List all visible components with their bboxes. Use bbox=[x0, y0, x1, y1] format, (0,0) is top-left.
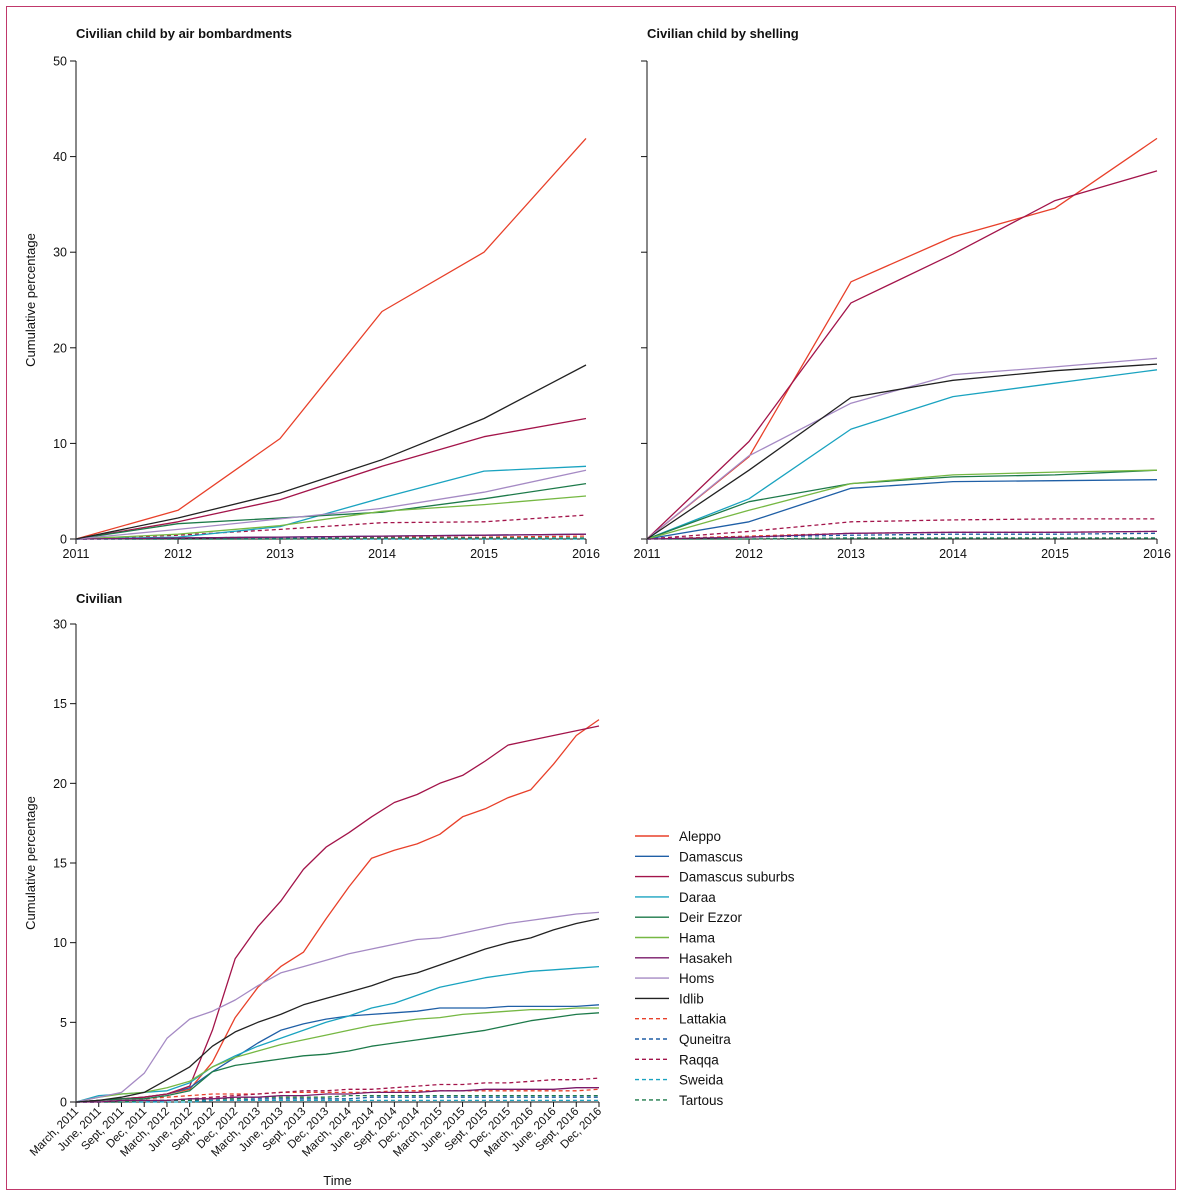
x-tick-label: 2014 bbox=[939, 547, 967, 561]
x-tick-label: 2012 bbox=[735, 547, 763, 561]
y-tick-label: 10 bbox=[53, 936, 67, 950]
legend-item-damascus: Damascus bbox=[635, 849, 743, 864]
y-axis-label: Cumulative percentage bbox=[23, 233, 38, 367]
legend-label: Homs bbox=[679, 971, 715, 986]
x-tick-label: 2013 bbox=[266, 547, 294, 561]
series-line-hama bbox=[75, 495, 587, 540]
series-line-damascus-suburbs bbox=[75, 725, 600, 1103]
y-tick-label: 0 bbox=[60, 533, 67, 547]
series-line-deir-ezzor bbox=[646, 469, 1158, 540]
y-tick-label: 20 bbox=[53, 341, 67, 355]
legend-label: Aleppo bbox=[679, 829, 721, 844]
x-tick-label: 2011 bbox=[63, 547, 90, 561]
x-tick-label: 2016 bbox=[572, 547, 600, 561]
y-tick-label: 0 bbox=[60, 1096, 67, 1110]
chart-title: Civilian child by air bombardments bbox=[76, 26, 292, 41]
series-line-deir-ezzor bbox=[75, 1012, 600, 1103]
y-tick-label: 30 bbox=[53, 618, 67, 632]
series-line-damascus-suburbs bbox=[646, 170, 1158, 540]
legend-label: Hama bbox=[679, 931, 716, 946]
legend-label: Lattakia bbox=[679, 1012, 727, 1027]
legend-item-deir-ezzor: Deir Ezzor bbox=[635, 910, 743, 925]
x-tick-label: 2014 bbox=[368, 547, 396, 561]
legend-item-aleppo: Aleppo bbox=[635, 829, 721, 844]
series-line-hasakeh bbox=[646, 530, 1158, 540]
legend: Aleppo Damascus Damascus suburbs Daraa Deir … bbox=[635, 829, 795, 1108]
x-tick-label: 2011 bbox=[634, 547, 661, 561]
series-line-hama bbox=[646, 469, 1158, 540]
y-tick-label: 40 bbox=[53, 150, 67, 164]
y-tick-label: 20 bbox=[53, 777, 67, 791]
chart-panel-civilian-child-by-shelling: Civilian child by shelling 2011 2012 2013 20… bbox=[634, 26, 1171, 561]
y-tick-label: 15 bbox=[53, 697, 67, 711]
legend-item-raqqa: Raqqa bbox=[635, 1052, 719, 1067]
series-line-sweida bbox=[76, 1099, 599, 1103]
y-tick-label: 30 bbox=[53, 246, 67, 260]
legend-item-daraa: Daraa bbox=[635, 890, 716, 905]
x-axis-label: Time bbox=[323, 1173, 351, 1188]
legend-item-tartous: Tartous bbox=[635, 1093, 724, 1108]
series-line-deir-ezzor bbox=[75, 482, 587, 540]
legend-label: Deir Ezzor bbox=[679, 910, 743, 925]
y-tick-label: 15 bbox=[53, 857, 67, 871]
series-line-hasakeh bbox=[75, 533, 587, 540]
series-line-homs bbox=[646, 357, 1158, 540]
series-line-daraa bbox=[75, 465, 587, 540]
legend-label: Damascus bbox=[679, 849, 743, 864]
chart-title: Civilian bbox=[76, 591, 122, 606]
series-line-hama bbox=[75, 1007, 599, 1103]
y-tick-label: 10 bbox=[53, 437, 67, 451]
x-tick-label: 2015 bbox=[470, 547, 498, 561]
legend-item-sweida: Sweida bbox=[635, 1073, 724, 1088]
legend-label: Tartous bbox=[679, 1093, 724, 1108]
legend-item-hama: Hama bbox=[635, 931, 716, 946]
series-line-tartous bbox=[647, 537, 1157, 540]
y-tick-label: 5 bbox=[60, 1016, 67, 1030]
series-line-daraa bbox=[646, 369, 1158, 540]
legend-item-hasakeh: Hasakeh bbox=[635, 951, 732, 966]
series-line-homs bbox=[75, 911, 600, 1103]
legend-label: Hasakeh bbox=[679, 951, 732, 966]
figure-frame bbox=[6, 6, 1176, 1190]
legend-label: Quneitra bbox=[679, 1032, 731, 1047]
series-line-aleppo bbox=[75, 719, 600, 1103]
legend-item-idlib: Idlib bbox=[635, 991, 704, 1006]
chart-panel-civilian-child-by-air-bombardments: Civilian child by air bombardments 0 10 20 3… bbox=[23, 26, 600, 561]
legend-label: Raqqa bbox=[679, 1052, 719, 1067]
series-line-tartous bbox=[76, 537, 586, 540]
legend-item-quneitra: Quneitra bbox=[635, 1032, 731, 1047]
series-line-daraa bbox=[75, 965, 600, 1103]
legend-label: Sweida bbox=[679, 1073, 724, 1088]
series-line-damascus bbox=[646, 479, 1158, 540]
series-line-hasakeh bbox=[76, 1087, 599, 1103]
x-tick-label: 2013 bbox=[837, 547, 865, 561]
legend-label: Damascus suburbs bbox=[679, 870, 795, 885]
x-tick-label: 2012 bbox=[164, 547, 192, 561]
y-tick-label: 50 bbox=[53, 55, 67, 69]
y-axis-label: Cumulative percentage bbox=[23, 796, 38, 930]
series-line-raqqa bbox=[75, 514, 587, 540]
series-line-lattakia bbox=[75, 1088, 600, 1103]
legend-item-homs: Homs bbox=[635, 971, 715, 986]
series-line-idlib bbox=[75, 918, 600, 1103]
legend-label: Idlib bbox=[679, 991, 704, 1006]
x-tick-label: 2015 bbox=[1041, 547, 1069, 561]
legend-label: Daraa bbox=[679, 890, 716, 905]
series-line-aleppo bbox=[75, 137, 587, 540]
series-line-raqqa bbox=[646, 518, 1157, 540]
series-line-damascus-suburbs bbox=[75, 417, 587, 540]
chart-title: Civilian child by shelling bbox=[647, 26, 799, 41]
legend-item-lattakia: Lattakia bbox=[635, 1012, 727, 1027]
series-line-idlib bbox=[75, 364, 587, 540]
x-tick-label: 2016 bbox=[1143, 547, 1171, 561]
legend-item-damascus-suburbs: Damascus suburbs bbox=[635, 870, 795, 885]
series-line-homs bbox=[75, 469, 587, 540]
series-line-idlib bbox=[646, 363, 1158, 540]
